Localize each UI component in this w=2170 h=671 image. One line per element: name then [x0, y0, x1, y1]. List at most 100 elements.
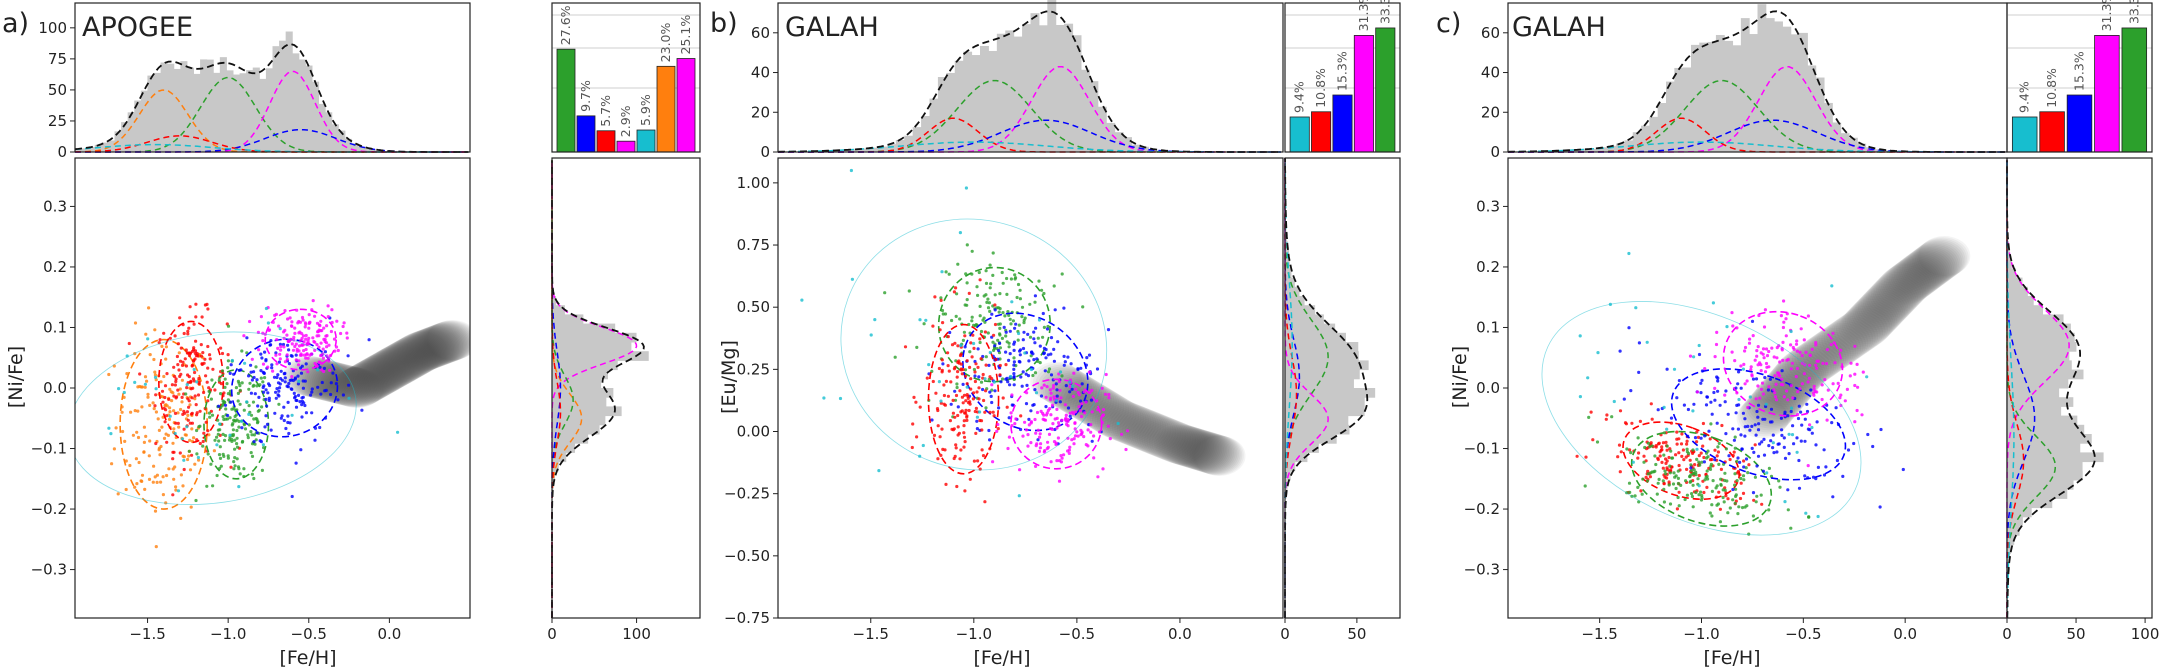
scatter-point — [232, 467, 236, 471]
scatter-point — [274, 396, 278, 400]
scatter-point — [1815, 390, 1819, 394]
scatter-point — [1700, 496, 1704, 500]
scatter-point — [1739, 364, 1743, 368]
scatter-point — [1845, 387, 1849, 391]
side-hist-bin — [2007, 268, 2016, 279]
scatter-point — [202, 390, 206, 395]
scatter-point — [1583, 484, 1587, 488]
scatter-point — [1855, 408, 1859, 413]
scatter-point — [238, 472, 242, 476]
density-blob — [1104, 404, 1157, 445]
scatter-point — [112, 447, 116, 451]
scatter-point — [249, 451, 253, 455]
scatter-point — [1056, 436, 1060, 440]
scatter-point — [1728, 457, 1732, 462]
scatter-point — [1865, 375, 1869, 379]
density-blob — [1092, 399, 1145, 440]
scatter-point — [1707, 429, 1711, 433]
scatter-point — [332, 337, 337, 341]
scatter-point — [1804, 350, 1808, 354]
scatter-point — [257, 395, 261, 399]
scatter-point — [962, 330, 967, 334]
scatter-point — [1724, 447, 1728, 451]
scatter-point — [1587, 415, 1591, 419]
scatter-point — [990, 312, 994, 316]
scatter-point — [1812, 384, 1816, 388]
scatter-point — [1004, 330, 1008, 334]
density-blob — [371, 345, 424, 386]
scatter-point — [1019, 414, 1023, 418]
density-blob — [1854, 290, 1907, 331]
scatter-point — [1718, 520, 1722, 524]
scatter-point — [1034, 431, 1038, 435]
scatter-point — [277, 389, 281, 393]
density-blob — [1139, 417, 1192, 458]
side-hist-bin — [552, 452, 567, 463]
scatter-point — [995, 429, 999, 433]
scatter-point — [1787, 432, 1791, 436]
scatter-point — [1639, 489, 1643, 493]
scatter-point — [946, 394, 951, 398]
scatter-point — [983, 330, 988, 334]
scatter-point — [153, 373, 157, 377]
scatter-point — [991, 460, 995, 464]
scatter-point — [174, 377, 178, 381]
density-blob — [1841, 304, 1894, 345]
scatter-point — [278, 352, 282, 356]
scatter-point — [1693, 463, 1697, 467]
scatter-point — [1810, 431, 1814, 435]
scatter-point — [984, 406, 988, 410]
scatter-point — [267, 328, 272, 332]
scatter-point — [240, 426, 244, 430]
scatter-point — [1079, 428, 1083, 432]
scatter-point — [1826, 388, 1830, 392]
scatter-point — [1051, 386, 1055, 390]
scatter-point — [985, 300, 989, 304]
scatter-point — [220, 351, 225, 356]
scatter-point — [1795, 450, 1799, 454]
scatter-point — [1079, 366, 1083, 370]
top-hist-bin — [1089, 81, 1099, 152]
scatter-point — [983, 410, 987, 414]
scatter-point — [224, 407, 228, 411]
scatter-point — [259, 315, 263, 319]
scatter-point — [228, 371, 232, 375]
scatter-point — [1037, 279, 1041, 283]
scatter-point — [1901, 467, 1905, 472]
scatter-point — [1802, 372, 1806, 376]
scatter-point — [307, 326, 311, 330]
top-hist-bin — [1566, 150, 1576, 152]
top-hist-bin — [1666, 81, 1675, 152]
scatter-point — [1677, 379, 1681, 383]
scatter-point — [940, 368, 944, 372]
scatter-point — [1708, 511, 1712, 515]
scatter-point — [1036, 438, 1040, 442]
scatter-point — [1798, 350, 1802, 354]
scatter-point — [1033, 417, 1037, 422]
scatter-point — [1738, 460, 1742, 464]
scatter-point — [185, 410, 189, 414]
scatter-point — [918, 318, 922, 322]
scatter-point — [979, 329, 984, 334]
scatter-point — [1049, 396, 1053, 400]
scatter-point — [306, 356, 310, 360]
scatter-point — [1764, 361, 1769, 366]
scatter-point — [1040, 386, 1044, 390]
density-blob — [395, 331, 448, 372]
density-blob — [1910, 242, 1963, 283]
scatter-point — [189, 380, 193, 384]
scatter-point — [977, 375, 981, 379]
scatter-point — [955, 375, 959, 379]
scatter-point — [195, 413, 199, 417]
side-hist-bin — [2007, 360, 2072, 371]
density-blob — [1097, 401, 1150, 442]
scatter-point — [1007, 416, 1011, 420]
scatter-point — [1677, 463, 1681, 468]
density-blob — [1172, 429, 1225, 470]
scatter-point — [1780, 369, 1784, 373]
scatter-point — [208, 353, 212, 357]
scatter-point — [1849, 361, 1853, 365]
scatter-point — [1699, 381, 1703, 385]
side-hist-bin — [1285, 461, 1296, 472]
scatter-point — [1741, 367, 1745, 371]
